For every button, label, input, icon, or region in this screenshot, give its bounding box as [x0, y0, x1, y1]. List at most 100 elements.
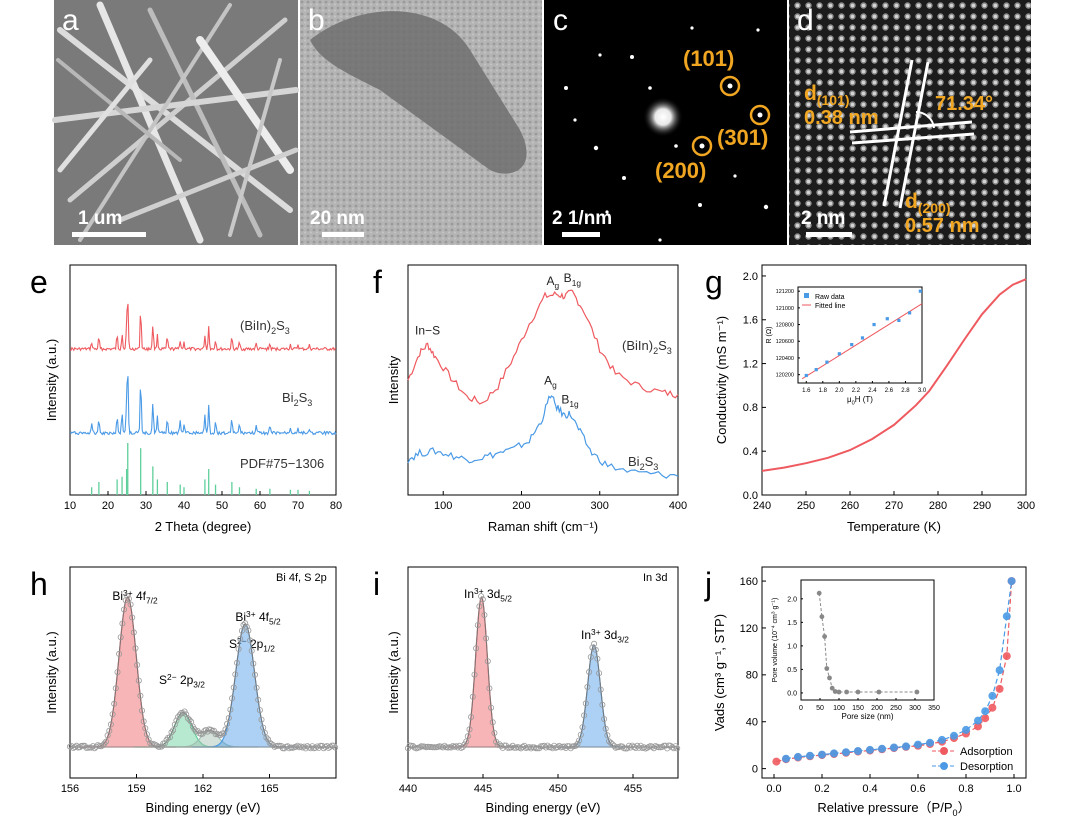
angle-arc — [915, 110, 935, 129]
y-axis-title-e: Intensity (a.u.) — [44, 339, 59, 421]
x-axis-title-e: 2 Theta (degree) — [155, 519, 252, 534]
legend-marker-j-1 — [940, 762, 948, 770]
series-label-e-0: (BiIn)2S3 — [240, 318, 290, 336]
frame-i — [407, 566, 679, 779]
x-axis-h-tick-label-0: 156 — [61, 783, 79, 795]
y-axis-j-tick-label-3: 120 — [740, 623, 758, 635]
x-axis-e-tick-label-2: 30 — [140, 500, 152, 512]
raw-point-h-161 — [330, 742, 337, 749]
series-j-1-point-1 — [794, 752, 802, 761]
raw-point-i-46 — [481, 612, 488, 619]
x-axis-e-tick-label-6: 70 — [292, 500, 304, 512]
raw-point-h-88 — [210, 727, 217, 734]
series-j-0-point-19 — [988, 703, 997, 712]
inset-raw-point-g-8 — [897, 318, 901, 322]
raw-point-i-113 — [592, 646, 599, 653]
raw-point-h-39 — [130, 629, 137, 636]
raw-point-i-49 — [486, 685, 493, 692]
peak-label-i-1: In3+ 3d3/2 — [581, 627, 629, 645]
inset-point-j-11 — [914, 689, 920, 695]
y-axis-g-tick-label-1: 0.4 — [743, 446, 758, 458]
raw-point-i-118 — [601, 716, 608, 723]
series-j-1-point-14 — [950, 731, 958, 740]
x-axis-j-tick-label-0: 0.0 — [766, 783, 781, 795]
raw-point-i-41 — [473, 645, 480, 652]
raw-point-h-8 — [80, 742, 87, 749]
legend-label-j-0: Adsorption — [960, 746, 1013, 758]
x-axis-i-tick-label-0: 440 — [399, 783, 417, 795]
inset-point-j-4 — [827, 675, 832, 681]
x-axis-i-tick-label-2: 450 — [549, 783, 567, 795]
d200-value: 0.57 nm — [905, 215, 979, 237]
raw-point-i-119 — [602, 725, 609, 732]
inset-raw-point-g-5 — [860, 336, 865, 340]
raw-point-h-46 — [142, 725, 149, 732]
panel-i: i 440 445 450 455 Binding energy (eV) Intensi… — [373, 566, 681, 815]
raw-point-h-92 — [217, 732, 224, 739]
raw-point-i-45 — [479, 596, 486, 603]
series-j-1-point-17 — [981, 707, 990, 716]
panel-letter-a: a — [62, 4, 79, 37]
raw-point-h-69 — [179, 710, 186, 717]
scale-label-b: 20 nm — [310, 208, 365, 229]
x-axis-i-tick-label-1: 445 — [474, 783, 492, 795]
x-axis-g-tick-label-6: 300 — [1017, 500, 1035, 512]
panel-letter-f: f — [373, 264, 382, 300]
inset-raw-point-g-1 — [814, 368, 818, 372]
inset-point-j-10 — [876, 689, 882, 695]
raw-point-h-106 — [240, 621, 247, 628]
raw-point-i-40 — [471, 671, 478, 678]
spot-label-200: (200) — [655, 158, 706, 183]
raw-point-h-96 — [224, 720, 231, 727]
frame-e — [69, 264, 337, 496]
y-axis-g-tick-label-3: 1.2 — [743, 358, 758, 370]
raw-point-h-25 — [107, 721, 114, 728]
x-axis-g-tick-label-1: 250 — [797, 500, 815, 512]
raw-point-h-94 — [220, 730, 227, 737]
raw-point-h-107 — [242, 620, 249, 627]
raw-point-h-45 — [140, 718, 147, 725]
plot-area-g: 240 250 260 270 280 290 300 0.0 0.4 0.8 1.2 1.6 2.0 T… — [714, 264, 1035, 534]
y-axis-j-tick-label-4: 160 — [740, 576, 758, 588]
raw-point-h-110 — [247, 637, 254, 644]
raw-point-h-20 — [99, 742, 106, 749]
raw-point-h-33 — [121, 606, 128, 613]
inset-y-axis-g-tick-label-5: 121200 — [776, 289, 794, 295]
x-axis-title-g: Temperature (K) — [847, 519, 941, 534]
inset-legend-marker-raw — [804, 293, 809, 298]
inset-x-axis-g-tick-label-1: 1.8 — [819, 388, 828, 394]
series-g-conductivity — [761, 278, 1027, 472]
raw-point-h-118 — [260, 724, 267, 731]
raw-point-h-123 — [268, 740, 275, 747]
raw-point-h-113 — [251, 671, 258, 678]
scale-label-d: 2 nm — [801, 208, 845, 229]
y-axis-g-tick-label-2: 0.8 — [743, 402, 758, 414]
raw-point-h-28 — [112, 685, 119, 692]
raw-point-h-160 — [328, 742, 335, 749]
panel-c: (101) (301) (200) c 2 1/nm — [544, 0, 787, 245]
raw-point-i-78 — [534, 745, 541, 752]
scale-bar-b — [322, 232, 364, 237]
raw-point-h-112 — [250, 660, 257, 667]
peak-fit-i-0 — [448, 596, 515, 748]
peak-label-i-0: In3+ 3d5/2 — [464, 586, 512, 604]
plot-area-h: 156 159 162 165 Binding energy (eV) Intensity… — [44, 566, 339, 815]
series-j-1-point-13 — [938, 735, 946, 744]
inset-x-axis-g-tick-label-5: 2.6 — [885, 388, 894, 394]
raw-point-h-58 — [161, 740, 168, 747]
raw-point-i-114 — [594, 655, 601, 662]
raw-point-h-71 — [183, 711, 190, 718]
raw-point-h-150 — [312, 744, 319, 751]
x-axis-h-tick-label-2: 162 — [194, 783, 212, 795]
raw-point-h-98 — [227, 706, 234, 713]
raw-point-h-38 — [129, 614, 136, 621]
spot-markers — [691, 75, 771, 157]
inset-y-axis-title-g: R (Ω) — [766, 327, 773, 344]
series-label-f-1: Bi2S3 — [628, 454, 658, 472]
raw-point-i-110 — [587, 654, 594, 661]
raw-point-h-86 — [207, 726, 214, 733]
raw-point-h-121 — [265, 736, 272, 743]
envelope-h — [70, 596, 335, 748]
raw-point-i-42 — [474, 622, 481, 629]
raw-point-h-30 — [116, 650, 123, 657]
